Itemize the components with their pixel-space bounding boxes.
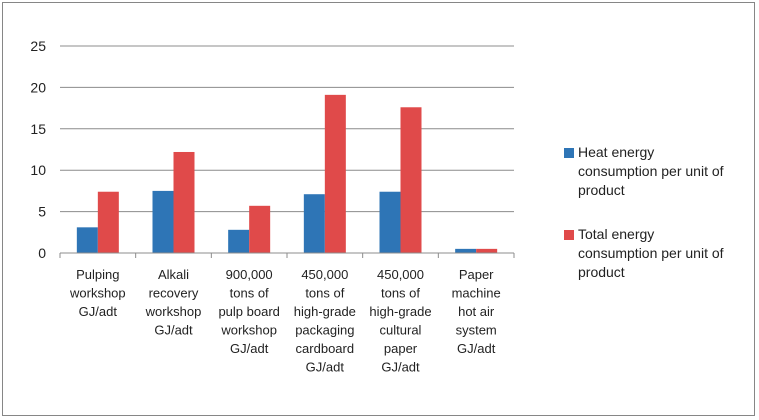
bar-heat-1: [152, 190, 174, 253]
y-axis-tick-labels: 0 5 10 15 20 25: [30, 38, 46, 261]
bar-total-0: [97, 191, 119, 253]
bar-total-5: [476, 248, 498, 253]
y-tick-label: 25: [30, 38, 46, 54]
bar-total-2: [249, 205, 271, 253]
bars: [76, 94, 498, 254]
grid-lines: [60, 45, 514, 213]
bar-heat-4: [379, 191, 401, 253]
y-tick-label: 20: [30, 79, 46, 95]
x-category-label: 450,000 tons of high-grade cultural paper GJ/…: [369, 267, 431, 375]
bar-heat-3: [303, 194, 325, 253]
x-axis: [59, 252, 515, 258]
legend: Heat energy consumption per unit of produc…: [564, 144, 724, 280]
bar-total-3: [324, 94, 346, 254]
bar-heat-0: [76, 227, 98, 253]
chart-frame: [2, 2, 755, 416]
bar-total-4: [400, 107, 422, 253]
legend-swatch-heat: [564, 148, 574, 158]
x-axis-category-labels: Pulping workshop GJ/adt Alkali recovery works…: [69, 267, 501, 375]
bar-heat-2: [228, 229, 250, 253]
x-category-label: Paper machine hot air system GJ/adt: [452, 267, 501, 356]
legend-label-heat: Heat energy consumption per unit of produc…: [578, 144, 724, 198]
x-category-label: Pulping workshop GJ/adt: [69, 267, 126, 319]
y-tick-label: 10: [30, 162, 46, 178]
x-category-label: 450,000 tons of high-grade packaging cardboa…: [294, 267, 356, 375]
y-tick-label: 15: [30, 121, 46, 137]
bar-total-1: [173, 151, 195, 253]
bar-heat-5: [455, 248, 477, 253]
y-tick-label: 0: [38, 245, 46, 261]
legend-swatch-total: [564, 230, 574, 240]
y-tick-label: 5: [38, 204, 46, 220]
legend-label-total: Total energy consumption per unit of produ…: [578, 226, 724, 280]
x-category-label: Alkali recovery workshop GJ/adt: [145, 267, 202, 338]
x-category-label: 900,000 tons of pulp board workshop GJ/adt: [218, 267, 279, 356]
